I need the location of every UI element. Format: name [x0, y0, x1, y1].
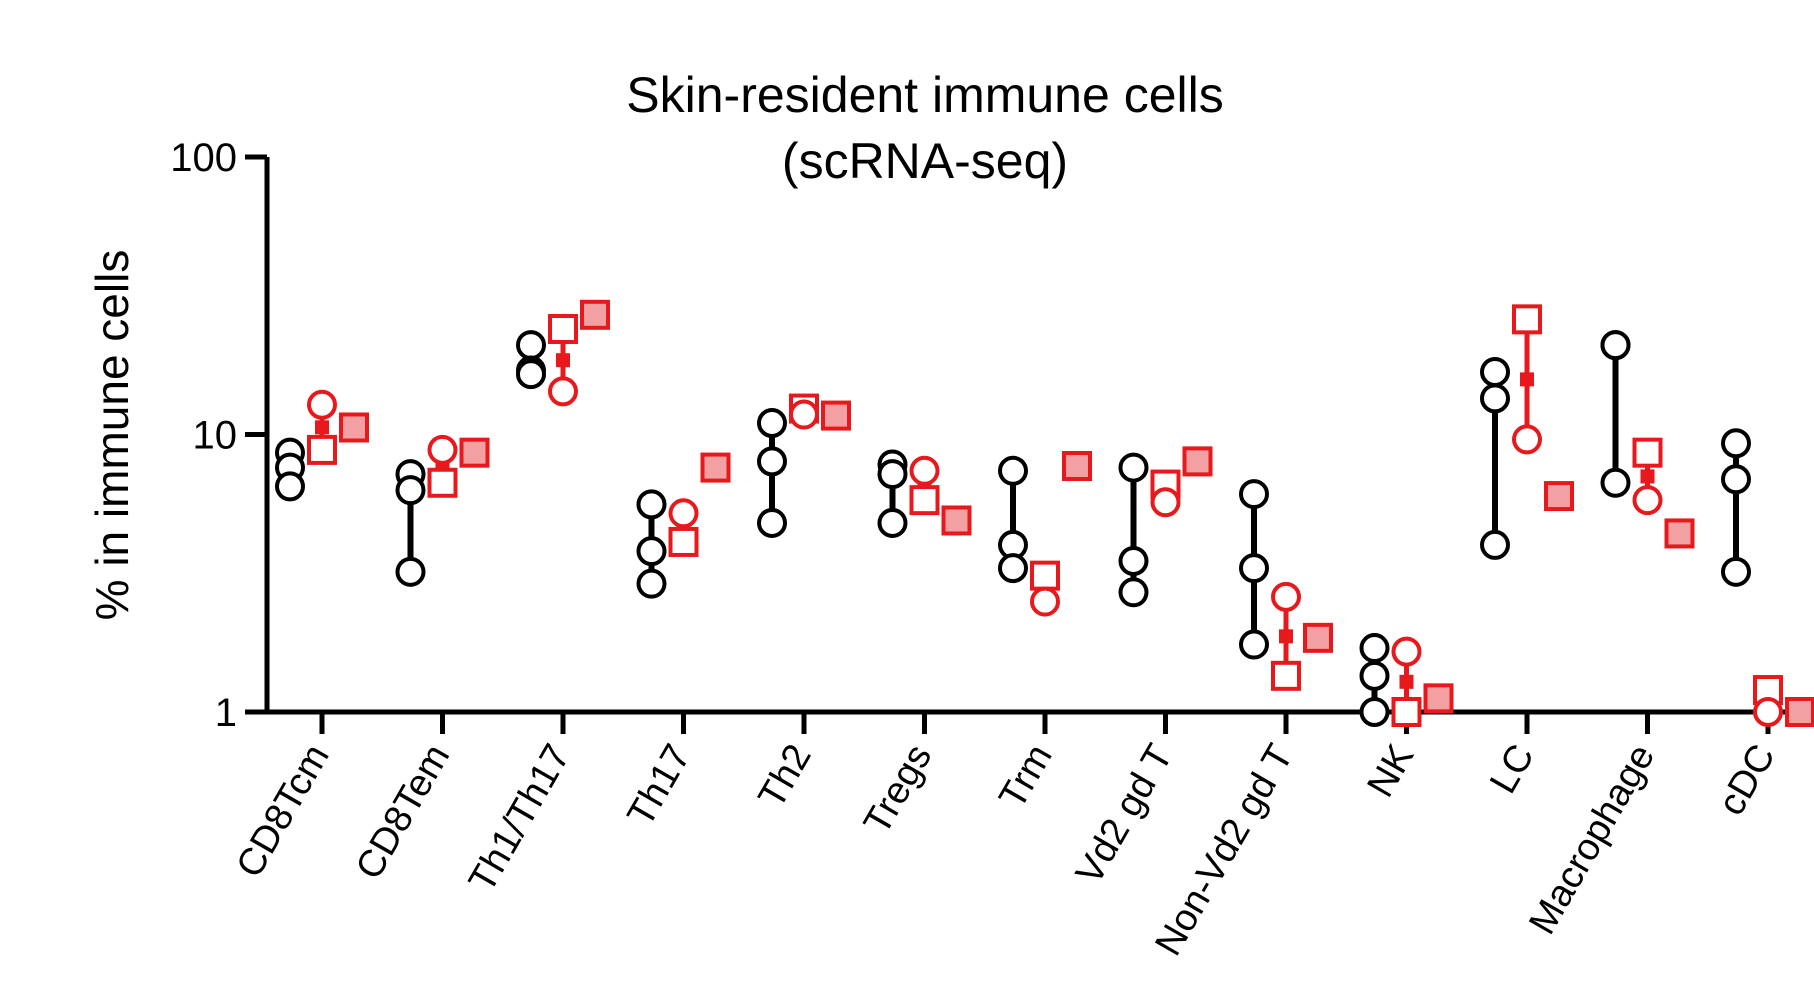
data-point — [1118, 546, 1149, 577]
data-point — [1062, 450, 1092, 481]
data-point — [1150, 487, 1181, 518]
data-point — [395, 556, 426, 587]
data-point — [1753, 697, 1783, 727]
x-tick-label: Th1/Th17 — [461, 738, 579, 900]
data-point — [339, 412, 369, 443]
data-point — [636, 568, 667, 599]
mean-marker — [1520, 372, 1534, 387]
data-point — [1030, 560, 1060, 591]
x-tick-label: CD8Tem — [348, 738, 458, 887]
data-point — [1423, 683, 1454, 714]
data-point — [668, 498, 699, 529]
data-point — [1785, 697, 1814, 727]
data-point — [1512, 424, 1542, 455]
data-point — [580, 299, 610, 330]
data-point — [1480, 529, 1510, 560]
data-point — [516, 330, 546, 361]
data-point — [757, 507, 787, 538]
chart-subtitle: (scRNA-seq) — [782, 133, 1068, 189]
x-tick-label: Macrophage — [1521, 738, 1663, 942]
data-point — [1303, 622, 1333, 653]
y-axis-label: % in immune cells — [86, 250, 138, 621]
mean-marker — [1399, 674, 1414, 689]
data-point — [998, 553, 1028, 584]
data-point — [1182, 446, 1213, 477]
data-point — [909, 485, 940, 516]
data-point — [427, 467, 458, 498]
data-point — [516, 359, 546, 390]
data-point — [1118, 452, 1149, 483]
mean-marker — [1640, 469, 1655, 484]
x-tick-label: Vd2 gd T — [1068, 738, 1181, 892]
axes: 1 10 100 CD8Tcm CD8Tem Th1/Th17 Th17 Th2 Tregs Tr… — [170, 136, 1800, 963]
data-point — [1721, 464, 1751, 495]
data-point — [1271, 581, 1301, 612]
x-tick-label: Tregs — [856, 738, 940, 842]
data-point — [877, 507, 908, 538]
y-tick-label: 100 — [170, 136, 237, 180]
data-point — [700, 452, 731, 483]
data-point — [1391, 697, 1422, 727]
data-point — [757, 446, 787, 477]
data-point — [636, 536, 667, 567]
data-point — [307, 389, 337, 420]
y-tick-label: 1 — [215, 691, 237, 735]
x-tick-label: Th2 — [751, 738, 820, 816]
data-point — [1118, 577, 1149, 608]
data-point — [789, 399, 819, 430]
data-point — [1512, 304, 1542, 335]
data-point — [1721, 428, 1751, 459]
data-point — [395, 475, 426, 506]
x-tick-label: cDC — [1710, 738, 1783, 823]
data-point — [821, 400, 851, 431]
data-point — [1030, 586, 1060, 617]
x-tick-label: Trm — [991, 738, 1060, 816]
data-point — [909, 455, 940, 486]
data-point — [877, 459, 908, 490]
x-tick-label: CD8Tcm — [229, 738, 338, 885]
data-point — [1359, 697, 1390, 727]
data-point — [1359, 660, 1390, 691]
data-point — [1480, 356, 1510, 387]
mean-marker — [1279, 629, 1293, 644]
data-point — [941, 505, 972, 536]
data-point — [1721, 556, 1751, 587]
data-point — [1544, 481, 1574, 512]
data-point — [1632, 485, 1663, 516]
data-point — [548, 313, 578, 344]
data-point — [1632, 437, 1663, 468]
data-point — [1600, 467, 1631, 498]
y-tick-label: 10 — [193, 414, 238, 458]
data-point — [1480, 383, 1510, 414]
x-tick-label: LC — [1482, 738, 1543, 801]
data-point — [1239, 553, 1269, 584]
data-point — [1600, 330, 1631, 361]
data-point — [1664, 518, 1695, 549]
data-point — [459, 437, 490, 468]
data-point — [757, 408, 787, 439]
data-point — [1359, 633, 1390, 664]
data-point — [427, 434, 458, 465]
x-tick-label: NK — [1360, 738, 1423, 805]
mean-marker — [556, 353, 570, 368]
data-point — [1391, 636, 1422, 667]
plot-area — [275, 299, 1814, 727]
data-point — [1239, 629, 1269, 660]
data-point — [636, 489, 667, 520]
data-point — [307, 434, 337, 465]
data-point — [1239, 479, 1269, 510]
data-point — [548, 376, 578, 407]
data-point — [1271, 660, 1301, 691]
data-point — [275, 471, 305, 502]
x-tick-label: Th17 — [620, 738, 700, 834]
chart-title: Skin-resident immune cells — [626, 67, 1223, 123]
data-point — [668, 526, 699, 557]
data-point — [998, 455, 1028, 486]
mean-marker — [315, 420, 329, 435]
